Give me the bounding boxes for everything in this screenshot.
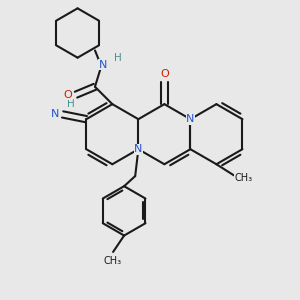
Text: N: N: [50, 110, 59, 119]
Text: N: N: [186, 114, 195, 124]
Text: N: N: [99, 60, 107, 70]
Text: CH₃: CH₃: [235, 173, 253, 184]
Text: H: H: [114, 53, 122, 63]
Text: O: O: [64, 90, 73, 100]
Text: H: H: [67, 99, 74, 109]
Text: CH₃: CH₃: [104, 256, 122, 266]
Text: N: N: [134, 144, 142, 154]
Text: O: O: [160, 69, 169, 79]
